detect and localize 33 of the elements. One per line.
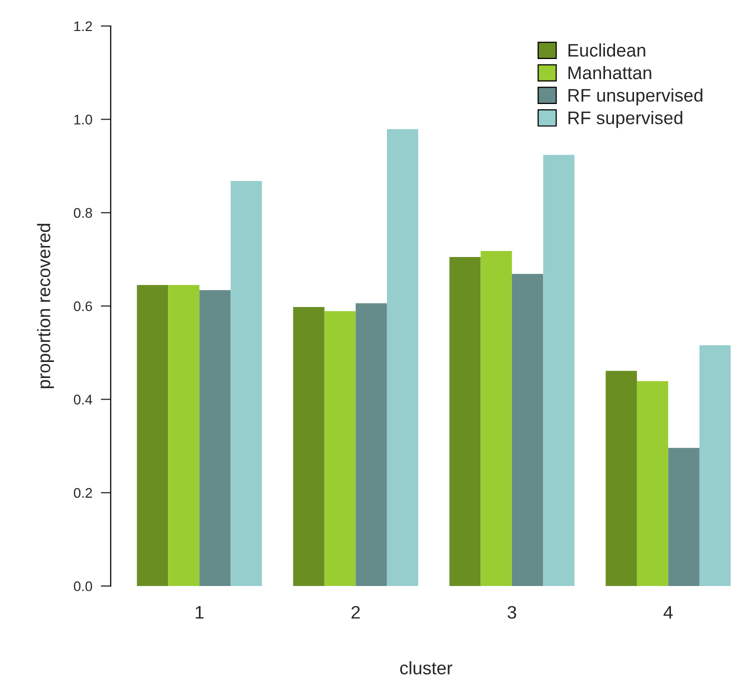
bar: [480, 250, 512, 586]
x-tick-label: 4: [664, 606, 673, 619]
x-axis-title: cluster: [400, 661, 452, 674]
bar: [636, 381, 668, 586]
bar: [699, 345, 731, 586]
bar: [199, 290, 231, 586]
x-tick-label: 2: [352, 606, 360, 619]
bar: [386, 129, 418, 586]
bar: [168, 285, 200, 586]
bar: [293, 306, 324, 586]
legend-label: RF unsupervised: [568, 88, 702, 106]
legend-label: Manhattan: [568, 66, 652, 80]
legend-label: Euclidean: [568, 43, 646, 57]
y-tick-label: 0.4: [74, 394, 92, 405]
y-tick-label: 1.2: [74, 21, 92, 32]
bar: [543, 154, 574, 586]
bar: [449, 257, 481, 586]
bar: [512, 274, 544, 586]
x-tick-label: 1: [196, 606, 204, 619]
bar: [324, 311, 356, 586]
bar: [668, 448, 700, 586]
y-axis-title: proportion recovered: [37, 224, 54, 388]
bar: [356, 303, 387, 586]
legend-label: RF supervised: [568, 111, 682, 128]
y-tick-label: 0.2: [74, 488, 92, 498]
y-tick-label: 0.0: [74, 581, 92, 592]
y-tick-label: 1.0: [74, 114, 92, 125]
bar: [136, 285, 168, 586]
y-tick-label: 0.8: [74, 208, 92, 218]
x-tick-label: 3: [508, 606, 516, 619]
bar: [606, 370, 637, 586]
bar: [230, 180, 262, 586]
y-tick-label: 0.6: [74, 301, 92, 312]
